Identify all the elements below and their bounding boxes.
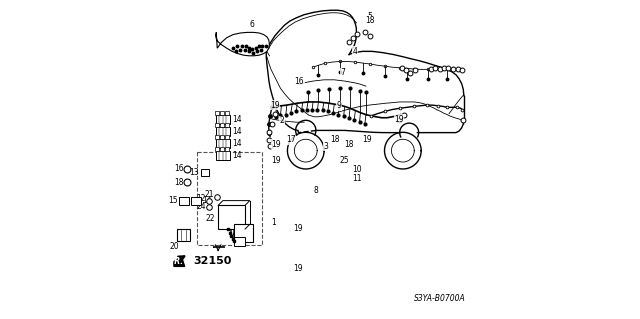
- Text: 19: 19: [271, 156, 281, 165]
- FancyBboxPatch shape: [197, 152, 262, 245]
- Text: 12: 12: [196, 194, 206, 203]
- Text: 1: 1: [271, 218, 276, 226]
- Text: 10: 10: [353, 165, 362, 174]
- Text: 9: 9: [337, 101, 341, 110]
- Bar: [234, 224, 253, 242]
- Text: 23: 23: [232, 228, 241, 237]
- Polygon shape: [216, 33, 269, 56]
- Text: 18: 18: [344, 140, 354, 149]
- Bar: [216, 115, 230, 124]
- Text: 19: 19: [394, 115, 404, 123]
- Text: 22: 22: [205, 213, 215, 222]
- Text: 6: 6: [250, 20, 255, 29]
- Text: 15: 15: [168, 196, 178, 205]
- Text: 18: 18: [174, 178, 184, 187]
- Polygon shape: [174, 257, 185, 266]
- Text: 3: 3: [323, 142, 328, 151]
- Text: 24: 24: [196, 203, 206, 211]
- Bar: [191, 197, 201, 205]
- Bar: [216, 127, 230, 136]
- Bar: [216, 151, 230, 160]
- Text: 17: 17: [286, 135, 296, 145]
- Text: 19: 19: [271, 140, 281, 149]
- Text: 14: 14: [232, 127, 242, 136]
- Text: 19: 19: [362, 135, 372, 145]
- Text: 11: 11: [353, 174, 362, 183]
- Text: 14: 14: [232, 151, 242, 160]
- Text: 16: 16: [294, 77, 304, 85]
- Text: 25: 25: [340, 156, 349, 165]
- Text: 14: 14: [232, 139, 242, 148]
- Text: 5: 5: [367, 12, 372, 21]
- Text: 21: 21: [205, 190, 214, 199]
- Text: 13: 13: [189, 168, 199, 177]
- Text: 16: 16: [174, 165, 184, 174]
- Text: FR.: FR.: [170, 257, 184, 266]
- Text: 18: 18: [365, 17, 374, 26]
- Text: S3YA-B0700A: S3YA-B0700A: [413, 294, 465, 303]
- Bar: [179, 197, 189, 205]
- Text: 19: 19: [294, 224, 303, 233]
- Text: 14: 14: [232, 115, 242, 124]
- Bar: [218, 205, 245, 229]
- Bar: [216, 139, 230, 148]
- Bar: [202, 169, 209, 176]
- Text: 7: 7: [340, 68, 345, 77]
- Text: 20: 20: [170, 242, 179, 251]
- Text: 32150: 32150: [193, 256, 231, 266]
- Text: 4: 4: [353, 47, 357, 56]
- Text: 19: 19: [270, 100, 280, 110]
- Bar: [177, 229, 190, 241]
- Text: 19: 19: [294, 264, 303, 273]
- Text: 8: 8: [314, 186, 319, 195]
- Text: 2: 2: [280, 116, 284, 125]
- Bar: [234, 237, 245, 246]
- Text: 14: 14: [202, 196, 212, 205]
- Text: 18: 18: [330, 135, 340, 145]
